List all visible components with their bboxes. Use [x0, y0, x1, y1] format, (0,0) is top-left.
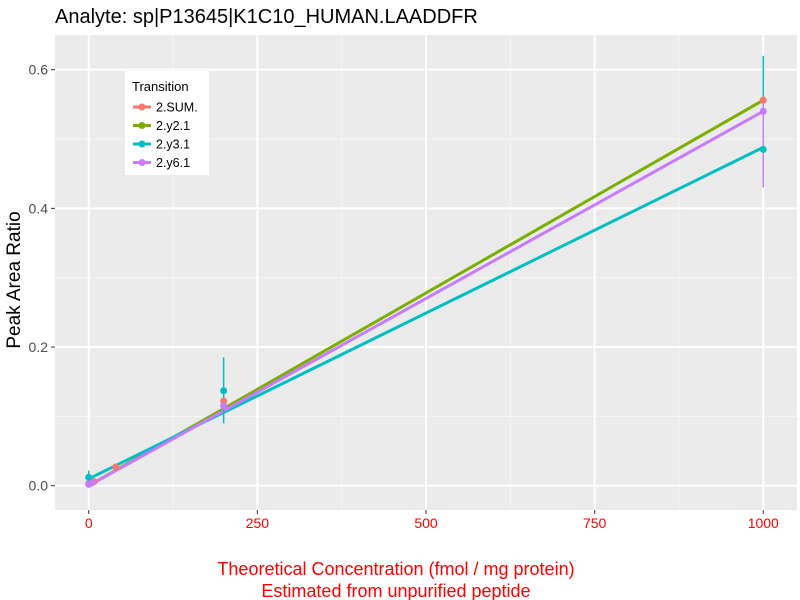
data-point	[112, 463, 120, 471]
x-tick-label: 750	[583, 515, 607, 531]
data-point	[88, 479, 96, 487]
legend-key-point	[138, 103, 146, 111]
legend-label: 2.y6.1	[156, 156, 190, 170]
y-axis-ticks: 0.0 0.2 0.4 0.6	[29, 62, 55, 494]
data-point	[759, 96, 767, 104]
data-point	[759, 145, 767, 153]
y-tick-label: 0.2	[29, 339, 49, 355]
y-axis-label: Peak Area Ratio	[4, 211, 25, 348]
data-point	[759, 107, 767, 115]
legend-box	[125, 71, 209, 175]
legend-label: 2.SUM.	[156, 101, 198, 115]
chart-title: Analyte: sp|P13645|K1C10_HUMAN.LAADDFR	[55, 6, 478, 28]
fit-lines	[87, 98, 765, 488]
legend: Transition 2.SUM. 2.y2.1 2.y3.1 2.y6.1	[125, 71, 209, 175]
legend-label: 2.y3.1	[156, 138, 190, 152]
x-tick-label: 250	[246, 515, 270, 531]
legend-title: Transition	[132, 79, 189, 94]
x-tick-label: 1000	[748, 515, 779, 531]
y-tick-label: 0.4	[29, 200, 49, 216]
legend-label: 2.y2.1	[156, 119, 190, 133]
x-axis-label-line-2: Estimated from unpurified peptide	[261, 581, 530, 600]
legend-key-point	[138, 140, 146, 148]
data-point	[220, 402, 228, 410]
data-point	[220, 397, 228, 405]
data-point	[85, 473, 93, 481]
legend-key-point	[138, 159, 146, 166]
x-axis-label-line-1: Theoretical Concentration (fmol / mg pro…	[217, 559, 574, 579]
y-tick-label: 0.0	[29, 478, 49, 494]
fit-line	[87, 109, 765, 488]
grid-lines	[55, 35, 797, 510]
x-tick-label: 0	[85, 515, 93, 531]
x-axis-ticks: 0 250 500 750 1000	[85, 510, 779, 531]
legend-key-point	[138, 122, 146, 129]
y-tick-label: 0.6	[29, 62, 49, 78]
fit-line	[87, 98, 765, 488]
data-point	[220, 387, 228, 395]
data-points	[85, 96, 767, 488]
x-tick-label: 500	[414, 515, 438, 531]
